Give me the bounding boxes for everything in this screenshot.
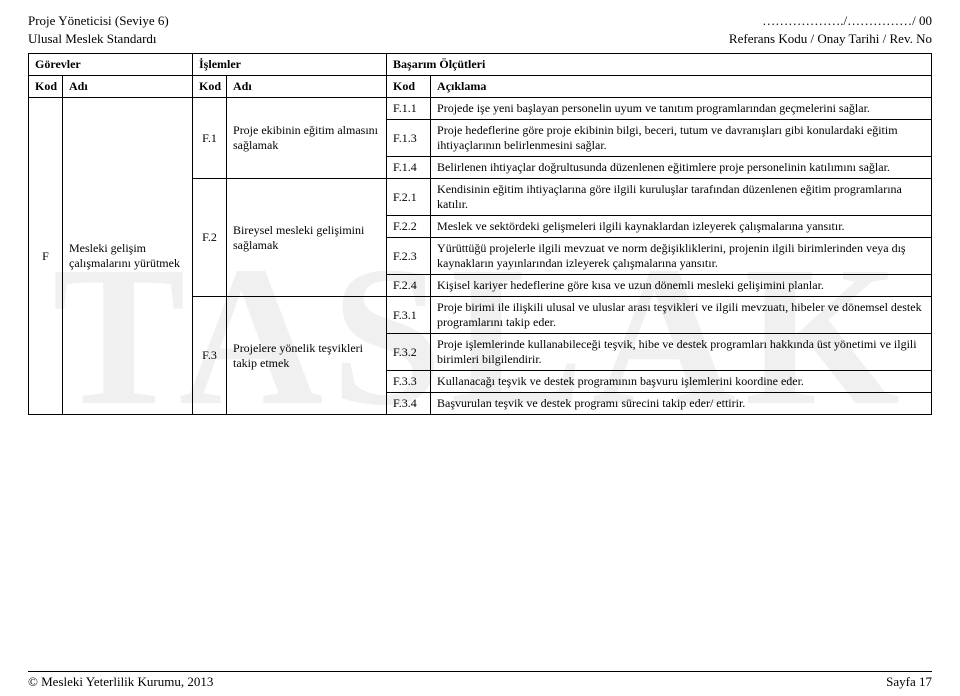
header-right-line1: ………………./……………/ 00 — [729, 12, 932, 30]
olcu-aciklama: Meslek ve sektördeki gelişmeleri ilgili … — [431, 216, 932, 238]
olcu-aciklama: Proje hedeflerine göre proje ekibinin bi… — [431, 120, 932, 157]
olcu-kod: F.1.1 — [387, 98, 431, 120]
table-row: F Mesleki gelişim çalışmalarını yürütmek… — [29, 98, 932, 120]
col-kod-3: Kod — [387, 76, 431, 98]
islem-kod: F.1 — [193, 98, 227, 179]
footer-left: © Mesleki Yeterlilik Kurumu, 2013 — [28, 674, 213, 690]
islem-adi: Proje ekibinin eğitim almasını sağlamak — [227, 98, 387, 179]
olcu-aciklama: Projede işe yeni başlayan personelin uyu… — [431, 98, 932, 120]
olcu-aciklama: Proje birimi ile ilişkili ulusal ve ulus… — [431, 297, 932, 334]
header-left-line2: Ulusal Meslek Standardı — [28, 30, 169, 48]
olcu-kod: F.3.2 — [387, 334, 431, 371]
header-left-line1: Proje Yöneticisi (Seviye 6) — [28, 12, 169, 30]
olcu-kod: F.3.4 — [387, 393, 431, 415]
group-header-row: Görevler İşlemler Başarım Ölçütleri — [29, 54, 932, 76]
header-right-line2: Referans Kodu / Onay Tarihi / Rev. No — [729, 30, 932, 48]
gorev-adi: Mesleki gelişim çalışmalarını yürütmek — [63, 98, 193, 415]
olcu-kod: F.2.2 — [387, 216, 431, 238]
footer-divider — [28, 671, 932, 672]
islem-kod: F.3 — [193, 297, 227, 415]
olcu-kod: F.1.4 — [387, 157, 431, 179]
page-footer: © Mesleki Yeterlilik Kurumu, 2013 Sayfa … — [28, 674, 932, 690]
group-header-gorevler: Görevler — [29, 54, 193, 76]
islem-adi: Bireysel mesleki gelişimini sağlamak — [227, 179, 387, 297]
page-header: Proje Yöneticisi (Seviye 6) Ulusal Mesle… — [28, 12, 932, 47]
olcu-aciklama: Belirlenen ihtiyaçlar doğrultusunda düze… — [431, 157, 932, 179]
olcu-kod: F.3.3 — [387, 371, 431, 393]
olcu-kod: F.2.4 — [387, 275, 431, 297]
col-adi-1: Adı — [63, 76, 193, 98]
footer-right: Sayfa 17 — [886, 674, 932, 690]
olcu-kod: F.3.1 — [387, 297, 431, 334]
olcu-kod: F.2.1 — [387, 179, 431, 216]
group-header-islemler: İşlemler — [193, 54, 387, 76]
group-header-basarim: Başarım Ölçütleri — [387, 54, 932, 76]
olcu-kod: F.1.3 — [387, 120, 431, 157]
col-kod-1: Kod — [29, 76, 63, 98]
col-kod-2: Kod — [193, 76, 227, 98]
gorev-kod: F — [29, 98, 63, 415]
col-aciklama: Açıklama — [431, 76, 932, 98]
col-adi-2: Adı — [227, 76, 387, 98]
olcu-aciklama: Kullanacağı teşvik ve destek programının… — [431, 371, 932, 393]
islem-kod: F.2 — [193, 179, 227, 297]
olcu-aciklama: Yürüttüğü projelerle ilgili mevzuat ve n… — [431, 238, 932, 275]
criteria-table: Görevler İşlemler Başarım Ölçütleri Kod … — [28, 53, 932, 415]
col-header-row: Kod Adı Kod Adı Kod Açıklama — [29, 76, 932, 98]
olcu-aciklama: Başvurulan teşvik ve destek programı sür… — [431, 393, 932, 415]
islem-adi: Projelere yönelik teşvikleri takip etmek — [227, 297, 387, 415]
olcu-kod: F.2.3 — [387, 238, 431, 275]
olcu-aciklama: Kendisinin eğitim ihtiyaçlarına göre ilg… — [431, 179, 932, 216]
olcu-aciklama: Kişisel kariyer hedeflerine göre kısa ve… — [431, 275, 932, 297]
olcu-aciklama: Proje işlemlerinde kullanabileceği teşvi… — [431, 334, 932, 371]
